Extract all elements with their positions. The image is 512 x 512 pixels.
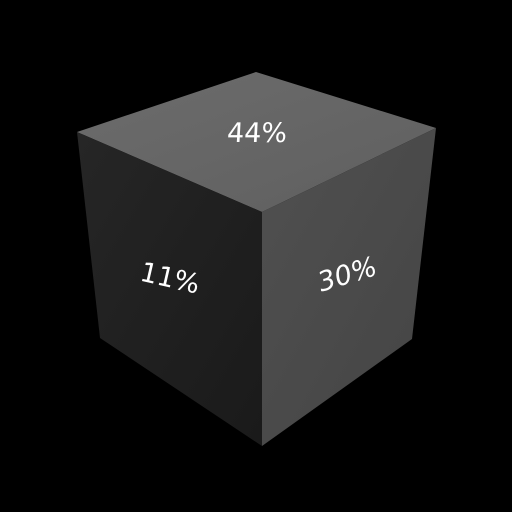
cube-right-face bbox=[262, 128, 436, 446]
top-face-label: 44% bbox=[226, 118, 288, 149]
cube-top-face bbox=[77, 72, 436, 212]
cube-left-face bbox=[77, 132, 262, 446]
